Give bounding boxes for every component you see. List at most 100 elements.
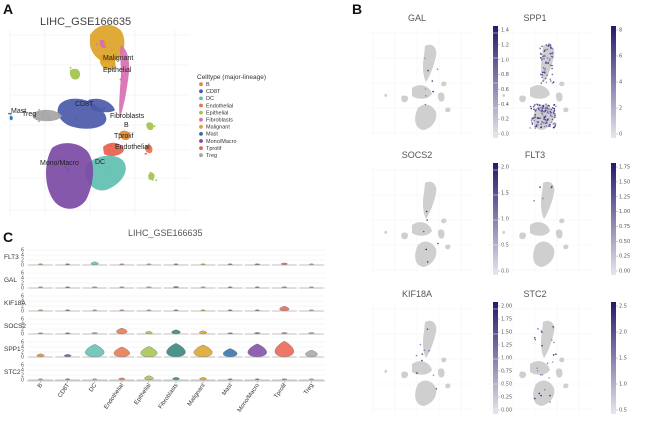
umap-point bbox=[76, 75, 78, 77]
cluster-fibroblasts bbox=[119, 45, 130, 118]
feature-point bbox=[543, 54, 546, 57]
feature-point bbox=[544, 69, 546, 72]
colorbar-tick-label: 0.00 bbox=[501, 408, 512, 414]
y-tick-label: 4 bbox=[21, 253, 24, 259]
feature-point bbox=[424, 103, 427, 106]
y-tick-label: 0 bbox=[21, 378, 24, 384]
umap-point bbox=[67, 170, 70, 173]
colorbar-tick-label: 0.0 bbox=[501, 269, 509, 275]
colorbar-tick-label: 1.2 bbox=[501, 42, 509, 48]
feature-point bbox=[545, 120, 548, 122]
panel-label-a: A bbox=[3, 1, 13, 17]
feature-title: SPP1 bbox=[523, 13, 546, 23]
feature-cluster bbox=[530, 85, 550, 99]
feature-cluster bbox=[559, 81, 565, 87]
umap-point bbox=[38, 109, 40, 111]
feature-point bbox=[548, 43, 550, 45]
umap-clusters bbox=[8, 24, 158, 209]
umap-point bbox=[149, 171, 152, 174]
umap-point bbox=[110, 144, 112, 147]
feature-cluster bbox=[502, 369, 506, 373]
feature-point bbox=[531, 123, 534, 125]
feature-cluster bbox=[555, 92, 563, 102]
feature-cluster bbox=[384, 369, 388, 373]
legend-swatch bbox=[199, 117, 203, 122]
feature-point bbox=[415, 354, 418, 357]
umap-point bbox=[107, 148, 110, 151]
umap-point bbox=[145, 152, 148, 155]
feature-cluster bbox=[445, 383, 451, 389]
feature-point bbox=[545, 81, 548, 84]
feature-point bbox=[541, 107, 544, 110]
feature-cluster bbox=[415, 241, 437, 267]
feature-point bbox=[552, 81, 555, 83]
violin-flt3-mono-macro bbox=[254, 263, 261, 266]
umap-point bbox=[106, 67, 109, 70]
umap-point bbox=[122, 137, 125, 140]
cluster-label: CD8T bbox=[75, 101, 94, 108]
umap-point bbox=[106, 60, 109, 63]
feature-point bbox=[425, 210, 428, 213]
colorbar-tick-label: 0.0 bbox=[501, 132, 509, 138]
feature-panel-socs2: SOCS2 2.0 1.5 1.0 0.5 0.0 bbox=[370, 150, 509, 275]
y-tick-label: 0 bbox=[21, 286, 24, 292]
feature-cluster bbox=[437, 229, 445, 239]
violin-kif18a-cd8t bbox=[65, 309, 71, 312]
feature-point bbox=[542, 122, 545, 124]
feature-point bbox=[422, 230, 425, 233]
umap-point bbox=[111, 63, 114, 66]
violin-flt3-fibroblasts bbox=[173, 263, 179, 266]
panel-label-b: B bbox=[352, 1, 362, 17]
feature-point bbox=[541, 374, 544, 376]
feature-point bbox=[545, 106, 548, 108]
feature-cluster bbox=[519, 95, 527, 103]
umap-point bbox=[117, 145, 119, 148]
umap-point bbox=[146, 123, 149, 125]
umap-point bbox=[42, 118, 45, 121]
colorbar-tick-label: 0.75 bbox=[501, 369, 512, 375]
umap-point bbox=[101, 107, 104, 110]
violin-stc2-b bbox=[38, 378, 43, 381]
legend-swatch bbox=[199, 139, 203, 143]
umap-point bbox=[38, 120, 40, 123]
feature-point bbox=[544, 107, 547, 109]
feature-point bbox=[553, 107, 556, 110]
colorbar-tick-label: 0.25 bbox=[619, 254, 630, 260]
cluster-label: B bbox=[124, 122, 129, 129]
x-tick-label: Treg bbox=[303, 383, 315, 396]
feature-point bbox=[529, 127, 531, 129]
feature-point bbox=[541, 331, 543, 334]
umap-point bbox=[74, 117, 77, 120]
feature-cluster bbox=[445, 107, 451, 113]
violin-gal-epithelial bbox=[146, 286, 152, 289]
feature-point bbox=[544, 118, 547, 121]
umap-point bbox=[47, 116, 50, 119]
umap-point bbox=[38, 117, 41, 120]
colorbar-tick-label: 1.00 bbox=[501, 356, 512, 362]
colorbar-tick-label: 0.50 bbox=[501, 382, 512, 388]
feature-point bbox=[539, 52, 542, 55]
feature-point bbox=[534, 127, 537, 129]
umap-point bbox=[41, 114, 44, 117]
feature-title: GAL bbox=[408, 13, 426, 23]
y-tick-label: 2 bbox=[21, 327, 24, 333]
feature-point bbox=[543, 116, 546, 119]
violin-kif18a-fibroblasts bbox=[173, 309, 179, 312]
y-tick-label: 4 bbox=[21, 276, 24, 282]
violin-spp1-b bbox=[36, 353, 45, 358]
feature-point bbox=[535, 125, 538, 128]
feature-point bbox=[546, 112, 548, 114]
umap-point bbox=[98, 108, 101, 111]
violin-flt3-epithelial bbox=[146, 263, 152, 266]
feature-point bbox=[541, 344, 543, 347]
colorbar-tick-label: 2.5 bbox=[619, 304, 627, 310]
feature-point bbox=[545, 44, 548, 46]
feature-point bbox=[435, 388, 438, 390]
feature-point bbox=[427, 69, 429, 72]
violin-stc2-mast bbox=[227, 378, 233, 381]
feature-point bbox=[424, 88, 427, 90]
feature-point bbox=[428, 349, 430, 352]
feature-point bbox=[544, 67, 546, 70]
feature-point bbox=[553, 109, 556, 112]
feature-point bbox=[543, 111, 546, 113]
